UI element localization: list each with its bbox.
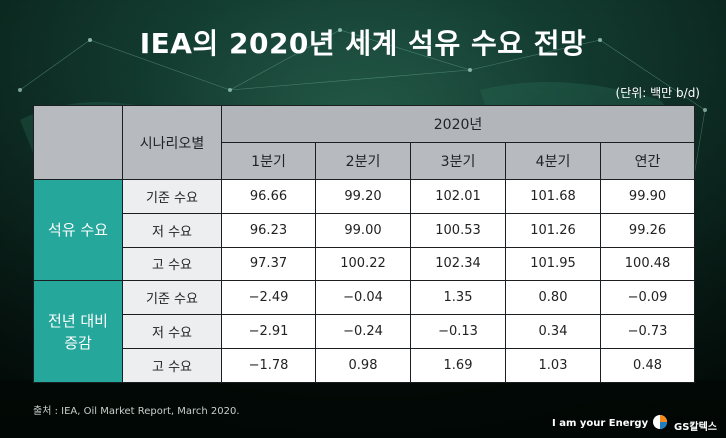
unit-label: (단위: 백만 b/d) [615, 86, 700, 100]
group-label-line: 증감 [64, 333, 92, 352]
value-cell: −1.78 [221, 347, 316, 383]
value-cell: 1.03 [505, 347, 601, 383]
scenario-cell: 고 수요 [122, 246, 222, 282]
value-cell: 99.00 [315, 212, 411, 248]
value-cell: 0.34 [505, 314, 601, 349]
header-row-year: 시나리오별 2020년 [33, 105, 696, 180]
value-cell: 101.26 [505, 212, 601, 248]
value-cell: 99.20 [315, 179, 411, 214]
scenario-cell: 저 수요 [122, 212, 222, 248]
gs-logo-icon [653, 415, 667, 429]
table-row: 석유 수요 기준 수요 96.66 99.20 102.01 101.68 99… [33, 178, 696, 282]
column-header: 1분기 [221, 142, 316, 180]
slogan-text: I am your Energy [552, 418, 649, 429]
table-row: 저 수요 96.23 99.00 100.53 101.26 99.26 [34, 212, 696, 248]
table-row: 고 수요 −1.78 0.98 1.69 1.03 0.48 [34, 347, 696, 383]
value-cell: 102.34 [410, 246, 506, 282]
value-cell: 99.90 [599, 179, 696, 214]
scenario-cell: 저 수요 [122, 314, 222, 349]
value-cell: 96.66 [221, 179, 316, 214]
value-cell: 0.80 [505, 280, 601, 316]
table-row: 전년 대비 증감 기준 수요 −2.49 −0.04 1.35 0.80 −0.… [33, 280, 696, 383]
scenario-cell: 기준 수요 [122, 179, 222, 214]
value-cell: −0.09 [599, 280, 696, 316]
brand-name: GS칼텍스 [674, 422, 718, 433]
value-cell: 101.68 [505, 179, 601, 214]
value-cell: 101.95 [505, 246, 601, 282]
value-cell: 100.53 [410, 212, 506, 248]
table-row: 고 수요 97.37 100.22 102.34 101.95 100.48 [34, 246, 696, 282]
value-cell: 97.37 [221, 246, 316, 282]
group-label-change: 전년 대비 증감 [33, 280, 123, 383]
value-cell: −0.04 [315, 280, 411, 316]
value-cell: −2.91 [221, 314, 316, 349]
scenario-cell: 기준 수요 [122, 280, 222, 316]
group-label-line: 전년 대비 [48, 311, 108, 330]
scenario-header: 시나리오별 [122, 105, 222, 180]
year-header: 2020년 [220, 105, 696, 143]
header-row-quarters: 1분기 2분기 3분기 4분기 연간 [34, 142, 696, 180]
column-header: 연간 [599, 142, 696, 180]
value-cell: 0.98 [315, 347, 411, 383]
table-row: 저 수요 −2.91 −0.24 −0.13 0.34 −0.73 [34, 314, 696, 349]
value-cell: 1.35 [410, 280, 506, 316]
value-cell: 102.01 [410, 179, 506, 214]
demand-table: 시나리오별 2020년 1분기 2분기 3분기 4분기 연간 석유 수요 기준 … [33, 105, 696, 383]
value-cell: 100.22 [315, 246, 411, 282]
column-header: 2분기 [315, 142, 411, 180]
value-cell: −0.24 [315, 314, 411, 349]
value-cell: 0.48 [599, 347, 696, 383]
column-header: 4분기 [505, 142, 601, 180]
value-cell: 100.48 [599, 246, 696, 282]
source-note: 출처 : IEA, Oil Market Report, March 2020. [33, 406, 240, 417]
group-label-demand: 석유 수요 [33, 178, 123, 282]
value-cell: 99.26 [599, 212, 696, 248]
page-title: IEA의 2020년 세계 석유 수요 전망 [139, 27, 587, 60]
value-cell: 1.69 [410, 347, 506, 383]
value-cell: −2.49 [221, 280, 316, 316]
column-header: 3분기 [410, 142, 506, 180]
value-cell: −0.13 [410, 314, 506, 349]
scenario-cell: 고 수요 [122, 347, 222, 383]
value-cell: 96.23 [221, 212, 316, 248]
corner-cell [33, 105, 123, 180]
value-cell: −0.73 [599, 314, 696, 349]
